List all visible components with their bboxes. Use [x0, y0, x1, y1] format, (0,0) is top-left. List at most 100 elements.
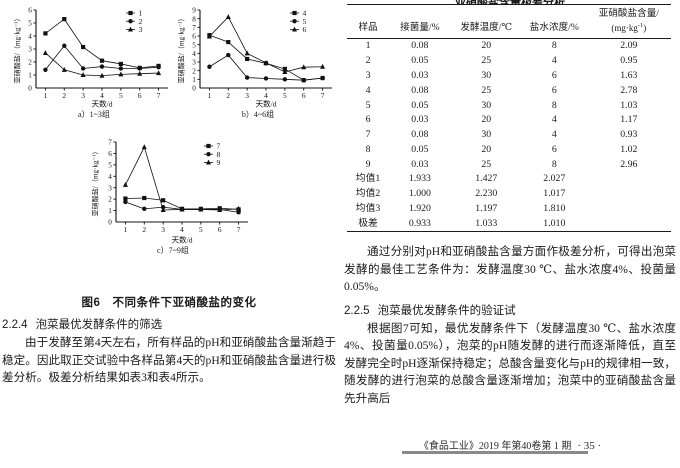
- cell-brine: 8: [551, 99, 557, 111]
- table-row: 均值1 1.933 1.427 2.027: [347, 172, 671, 187]
- cell-temperature: 25: [481, 158, 492, 170]
- table-row: 6 0.03 20 4 1.17: [347, 113, 671, 128]
- cell-sample: 6: [365, 114, 371, 126]
- svg-text:3: 3: [245, 91, 249, 100]
- svg-text:6: 6: [28, 7, 32, 15]
- cell-temperature: 20: [481, 114, 492, 126]
- cell-brine: 6: [551, 143, 557, 155]
- th-sample: 样品: [347, 4, 390, 39]
- svg-text:4: 4: [180, 225, 184, 234]
- svg-text:6: 6: [303, 25, 307, 34]
- cell-nitrite: [587, 202, 671, 217]
- svg-text:亚硝酸盐/（mg·kg⁻¹）: 亚硝酸盐/（mg·kg⁻¹）: [178, 15, 186, 84]
- cell-brine: 8: [551, 40, 557, 52]
- cell-nitrite: 2.09: [620, 40, 638, 52]
- svg-text:0: 0: [108, 219, 112, 227]
- svg-text:亚硝酸盐/（mg·kg⁻¹）: 亚硝酸盐/（mg·kg⁻¹）: [14, 15, 22, 84]
- table-header-row: 样品 接菌量/% 发酵温度/℃ 盐水浓度/% 亚硝酸盐含量/ (mg·kg-1): [347, 4, 671, 39]
- left-column-text: 图6 不同条件下亚硝酸盐的变化 2.2.4 泡菜最优发酵条件的筛选 由于发酵至第4…: [2, 288, 336, 387]
- cell-temperature: 25: [481, 84, 492, 96]
- chart-b: 1 2 3 4 5 6 7 8 9 0 1 2 3 4 5 6 7 天数/d 亚硝酸盐/（mg·kg⁻¹） 4 5 6 b…: [178, 4, 338, 126]
- journal-name: 《食品工业》2019 年第40卷第 1 期: [418, 441, 572, 452]
- paragraph-2-2-4: 由于发酵至第4天左右，所有样品的pH和亚硝酸盐含量渐趋于稳定。因此取正交试验中各…: [2, 336, 336, 384]
- svg-text:5: 5: [199, 225, 203, 234]
- chart-c: 1 2 3 4 5 6 7 0 1 2 3 4 5 6 7 天数/d 亚硝酸盐/（mg·kg⁻¹） 7 8 9 c）7…: [92, 136, 254, 262]
- svg-text:6: 6: [138, 91, 142, 100]
- cell-brine: 2.027: [543, 173, 566, 185]
- chart-a-caption: a）1~3组: [78, 110, 110, 119]
- cell-temperature: 1.033: [475, 217, 498, 229]
- svg-text:9: 9: [217, 158, 221, 167]
- th-nitrite: 亚硝酸盐含量/ (mg·kg-1): [586, 4, 671, 39]
- cell-nitrite: 1.63: [620, 69, 638, 81]
- cell-brine: 1.810: [543, 202, 566, 214]
- cell-brine: 4: [551, 55, 557, 67]
- cell-sample: 极差: [358, 217, 378, 229]
- table-row: 5 0.05 30 8 1.03: [347, 98, 671, 113]
- svg-text:4: 4: [100, 91, 104, 100]
- th-inoculum: 接菌量/%: [389, 4, 451, 39]
- svg-text:0: 0: [28, 85, 32, 93]
- cell-inoculum: 0.05: [411, 99, 429, 111]
- th-temperature: 发酵温度/℃: [450, 4, 522, 39]
- svg-text:2: 2: [108, 196, 112, 204]
- table-row: 8 0.05 20 6 1.02: [347, 142, 671, 157]
- cell-nitrite: [587, 172, 671, 187]
- cell-inoculum: 0.05: [411, 55, 429, 67]
- cell-brine: 1.017: [543, 188, 566, 200]
- svg-text:4: 4: [28, 33, 32, 41]
- cell-sample: 9: [365, 158, 371, 170]
- svg-text:5: 5: [108, 161, 112, 169]
- svg-text:1: 1: [192, 76, 196, 84]
- cell-nitrite: 2.96: [620, 158, 638, 170]
- figure-title: 图6 不同条件下亚硝酸盐的变化: [81, 297, 257, 309]
- paragraph-right-2: 根据图7可知，最优发酵条件下（发酵温度30 ℃、盐水浓度4%、投菌量0.05%）…: [344, 321, 676, 405]
- cell-brine: 6: [551, 84, 557, 96]
- table-row: 4 0.08 25 6 2.78: [347, 83, 671, 98]
- cell-temperature: 30: [481, 69, 492, 81]
- svg-text:2: 2: [139, 17, 143, 26]
- chart-b-caption: b）4~6组: [241, 110, 275, 119]
- table-row: 2 0.05 25 4 0.95: [347, 54, 671, 69]
- svg-text:2: 2: [62, 91, 66, 100]
- svg-text:4: 4: [108, 173, 112, 181]
- section-number-2-2-4: 2.2.4: [2, 319, 28, 331]
- cell-brine: 1.010: [543, 217, 566, 229]
- cell-nitrite: 0.95: [620, 55, 638, 67]
- svg-text:4: 4: [192, 50, 196, 58]
- svg-text:5: 5: [119, 91, 123, 100]
- svg-text:6: 6: [108, 150, 112, 158]
- svg-text:亚硝酸盐/（mg·kg⁻¹）: 亚硝酸盐/（mg·kg⁻¹）: [92, 148, 100, 217]
- svg-text:天数/d: 天数/d: [91, 99, 112, 109]
- section-heading-2-2-4: 2.2.4 泡菜最优发酵条件的筛选: [2, 317, 336, 334]
- svg-text:0: 0: [192, 85, 196, 93]
- right-column-text: 通过分别对pH和亚硝酸盐含量方面作极差分析，可得出泡菜发酵的最佳工艺条件为：发酵…: [344, 243, 676, 407]
- cell-inoculum: 1.000: [408, 188, 431, 200]
- svg-text:1: 1: [44, 91, 48, 100]
- cell-nitrite: [587, 216, 671, 231]
- svg-text:6: 6: [218, 225, 222, 234]
- cell-temperature: 1.197: [475, 202, 498, 214]
- svg-text:天数/d: 天数/d: [255, 99, 276, 109]
- cell-sample: 3: [365, 69, 371, 81]
- cell-inoculum: 0.08: [411, 84, 429, 96]
- table-row: 极差 0.933 1.033 1.010: [347, 216, 671, 232]
- cell-inoculum: 0.08: [411, 129, 429, 141]
- page-number: · 35 ·: [577, 440, 602, 452]
- svg-text:2: 2: [142, 225, 146, 234]
- paragraph-right-1: 通过分别对pH和亚硝酸盐含量方面作极差分析，可得出泡菜发酵的最佳工艺条件为：发酵…: [344, 245, 676, 293]
- svg-text:5: 5: [192, 41, 196, 49]
- cell-brine: 4: [551, 129, 557, 141]
- th-brine: 盐水浓度/%: [521, 4, 587, 39]
- svg-text:1: 1: [124, 225, 128, 234]
- cell-sample: 均值2: [355, 188, 381, 200]
- svg-text:7: 7: [192, 24, 196, 32]
- svg-text:3: 3: [161, 225, 165, 234]
- svg-text:9: 9: [192, 7, 196, 15]
- svg-text:2: 2: [28, 59, 32, 67]
- chart-a: 1 2 3 4 5 6 0 1 2 3 4 5 6 7 天数/d 亚硝酸盐/（mg·kg⁻¹） 1 2 3 a）1~…: [14, 4, 174, 126]
- table-row: 3 0.03 30 6 1.63: [347, 69, 671, 84]
